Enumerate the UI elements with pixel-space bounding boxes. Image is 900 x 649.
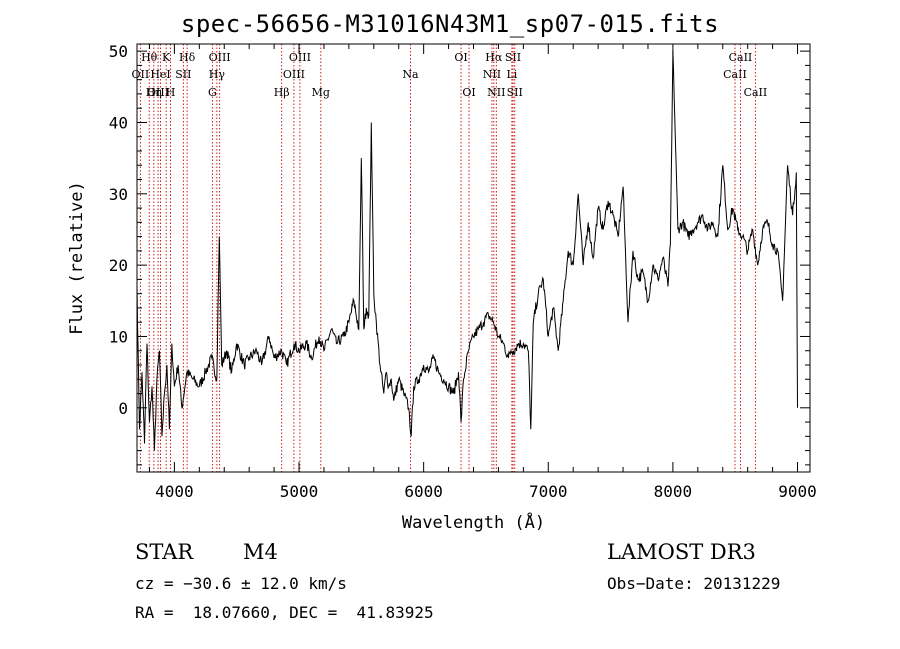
object-subclass: M4 (243, 540, 278, 564)
y-tick-label: 40 (109, 113, 128, 132)
spectral-line-label: Hη (146, 86, 162, 99)
spectral-line-label: OIII (289, 51, 311, 64)
spectral-line-label: SII (507, 86, 523, 99)
spectral-line-label: NII (487, 86, 505, 99)
x-tick-label: 5000 (280, 482, 319, 501)
spectral-line-label: CaII (723, 68, 747, 81)
spectral-line-label: OIII (283, 68, 305, 81)
y-tick-label: 50 (109, 42, 128, 61)
spectral-line-label: Hα (485, 51, 503, 64)
survey-name: LAMOST DR3 (607, 540, 756, 564)
spectral-line-label: OI (454, 51, 467, 64)
y-tick-label: 10 (109, 327, 128, 346)
spectral-line-label: CaII (744, 86, 768, 99)
spectral-line-label: Hδ (179, 51, 196, 64)
y-axis-label: Flux (relative) (67, 181, 87, 335)
spectral-line-label: G (208, 86, 217, 99)
spectral-line-label: SII (175, 68, 191, 81)
x-axis-label: Wavelength (Å) (402, 511, 545, 533)
axes: 4000 5000 6000 7000 8000 9000 0 10 20 30 40 50 (109, 42, 817, 501)
spectrum-series (136, 51, 798, 451)
y-tick-label: 30 (109, 185, 128, 204)
spectral-line-label: Hθ (141, 51, 158, 64)
spectral-line-label: HeI (150, 68, 170, 81)
spectral-line-label: OIII (147, 86, 169, 99)
x-tick-label: 7000 (529, 482, 568, 501)
coordinates: RA = 18.07660, DEC = 41.83925 (135, 603, 434, 622)
y-tick-label: 0 (118, 399, 128, 418)
spectral-line-label: H (166, 86, 176, 99)
object-class: STAR (135, 540, 194, 564)
x-tick-label: 9000 (778, 482, 817, 501)
spectral-line-label: OI (462, 86, 475, 99)
spectrum-line (136, 51, 798, 451)
spectral-line-label: CaII (729, 51, 753, 64)
observation-date: Obs−Date: 20131229 (607, 574, 781, 593)
spectral-line-label: Hγ (209, 68, 226, 81)
x-tick-label: 4000 (155, 482, 194, 501)
y-tick-label: 20 (109, 256, 128, 275)
redshift-cz: cz = −30.6 ± 12.0 km/s (135, 574, 347, 593)
plot-frame (136, 43, 811, 473)
spectral-line-label: Hβ (274, 86, 290, 99)
chart-title: spec-56656-M31016N43M1_sp07-015.fits (180, 10, 720, 38)
spectral-line-label: Mg (312, 86, 330, 99)
x-tick-label: 8000 (654, 482, 693, 501)
x-tick-label: 6000 (404, 482, 443, 501)
spectral-line-label: SII (505, 51, 521, 64)
spectral-line-label: Li (506, 68, 517, 81)
spectral-line-label: OII (132, 68, 150, 81)
spectral-line-label: K (162, 51, 171, 64)
spectral-line-label: OIII (209, 51, 231, 64)
spectral-line-label: Na (402, 68, 419, 81)
spectral-line-label: NII (483, 68, 501, 81)
